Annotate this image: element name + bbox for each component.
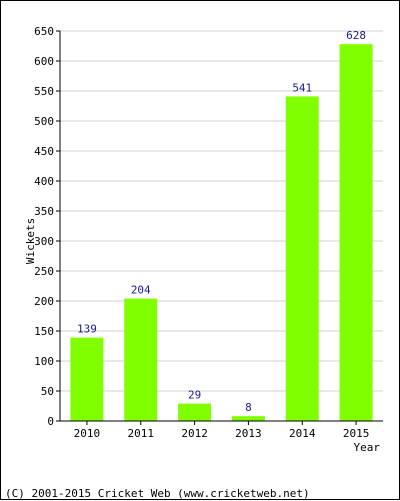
y-tick-label: 250: [34, 265, 54, 278]
bars: [70, 44, 373, 422]
x-tick-label: 2015: [343, 427, 370, 440]
y-tick-label: 200: [34, 295, 54, 308]
axes: [56, 30, 383, 425]
bar-2014: [285, 96, 319, 422]
data-label-2011: 204: [131, 284, 151, 297]
y-tick-label: 500: [34, 115, 54, 128]
x-tick-label: 2014: [289, 427, 316, 440]
y-tick-label: 150: [34, 325, 54, 338]
y-tick-label: 100: [34, 355, 54, 368]
x-axis-title: Year: [354, 441, 381, 454]
data-label-2015: 628: [346, 29, 366, 42]
data-label-2013: 8: [245, 401, 252, 414]
y-tick-label: 50: [41, 385, 54, 398]
x-tick-label: 2013: [235, 427, 262, 440]
y-tick-labels: 0 50 100 150 200 250 300 350 400 450 500 550 600 650: [34, 25, 54, 428]
bar-2010: [70, 337, 104, 421]
bar-2011: [124, 298, 158, 421]
y-tick-label: 600: [34, 55, 54, 68]
x-tick-label: 2012: [181, 427, 208, 440]
data-label-2010: 139: [77, 323, 97, 336]
grid-lines: [60, 30, 383, 392]
data-labels: 139 204 29 8 541 628: [77, 29, 366, 414]
copyright-footer: (C) 2001-2015 Cricket Web (www.cricketwe…: [5, 487, 310, 500]
data-label-2012: 29: [188, 389, 201, 402]
y-tick-label: 0: [47, 415, 54, 428]
x-tick-labels: 2010 2011 2012 2013 2014 2015: [74, 427, 370, 440]
bar-2012: [178, 403, 212, 421]
y-tick-label: 400: [34, 175, 54, 188]
y-tick-label: 450: [34, 145, 54, 158]
bar-2013: [231, 416, 265, 421]
x-tick-label: 2011: [128, 427, 155, 440]
y-axis-title: Wickets: [24, 218, 37, 264]
data-label-2014: 541: [292, 81, 312, 94]
y-tick-label: 550: [34, 85, 54, 98]
x-tick-label: 2010: [74, 427, 101, 440]
bar-2015: [339, 44, 373, 421]
y-tick-label: 350: [34, 205, 54, 218]
y-tick-label: 650: [34, 25, 54, 38]
y-tick-label: 300: [34, 235, 54, 248]
